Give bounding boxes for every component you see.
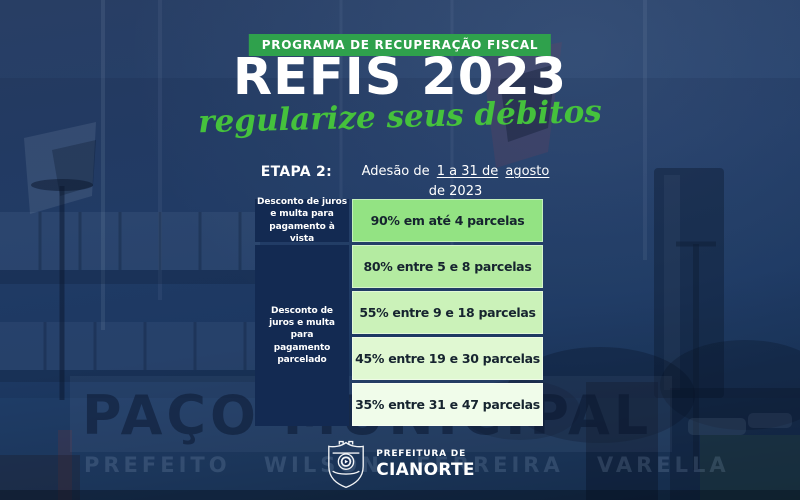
org-prefeitura-label: PREFEITURA DE — [376, 449, 467, 459]
adhesion-line2: de 2023 — [428, 183, 483, 199]
discount-row: 55% entre 9 e 18 parcelas — [352, 291, 543, 334]
adhesion-period: Adesão de 1 a 31 de agosto de 2023 — [348, 162, 563, 201]
group-label-avista: Desconto de juros e multa para pagamento… — [255, 197, 349, 244]
org-text: PREFEITURA DE CIANORTE — [376, 449, 475, 480]
discount-table-rows: 90% em até 4 parcelas 80% entre 5 e 8 pa… — [352, 199, 543, 426]
adhesion-month: agosto — [505, 164, 550, 179]
adhesion-line1: Adesão de 1 a 31 de agosto — [348, 162, 563, 182]
etapa-label: ETAPA 2: — [260, 164, 332, 180]
cianorte-crest-icon — [328, 440, 365, 489]
program-banner: PROGRAMA DE RECUPERAÇÃO FISCAL — [248, 34, 552, 56]
org-city-name: CIANORTE — [376, 460, 475, 480]
adhesion-dates: 1 a 31 de — [436, 164, 499, 179]
discount-row: 35% entre 31 e 47 parcelas — [352, 383, 543, 426]
refis-title: REFIS 2023 — [232, 48, 568, 107]
bottom-shadow-strip — [0, 490, 800, 500]
discount-table-labels: Desconto de juros e multa para pagamento… — [255, 197, 349, 426]
building-subsign-text: PREFEITO WILSON FERREIRA VARELLA — [84, 453, 730, 477]
discount-row: 45% entre 19 e 30 parcelas — [352, 337, 543, 380]
group-label-parcelado: Desconto de juros e multa para pagamento… — [255, 245, 349, 426]
adhesion-prefix: Adesão de — [361, 164, 430, 179]
discount-row: 80% entre 5 e 8 parcelas — [352, 245, 543, 288]
discount-row: 90% em até 4 parcelas — [352, 199, 543, 242]
city-hall-logo: PREFEITURA DE CIANORTE — [0, 438, 800, 491]
